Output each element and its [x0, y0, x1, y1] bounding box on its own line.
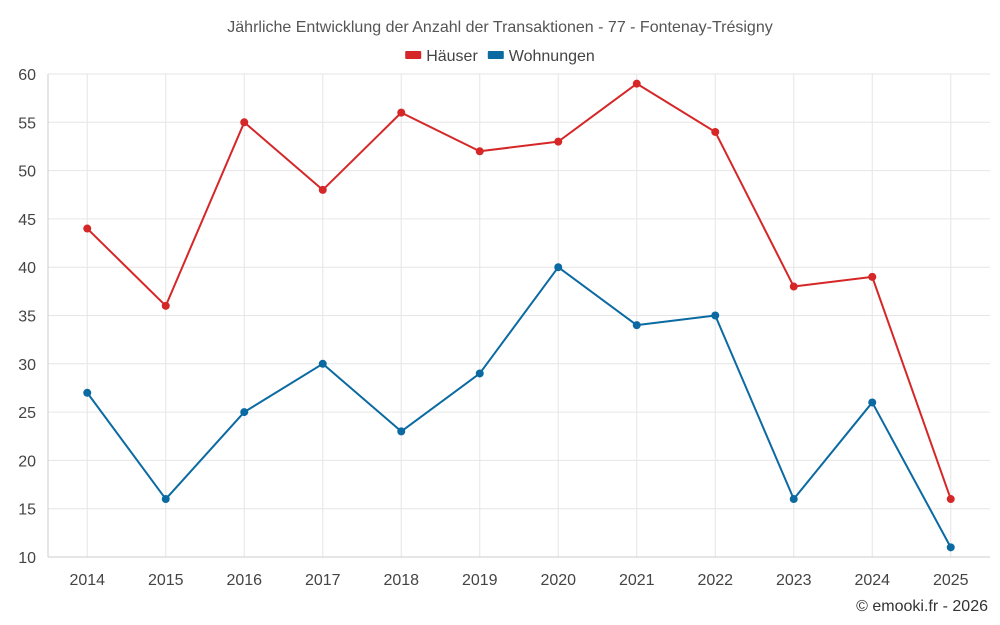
x-tick-label: 2018	[383, 572, 419, 589]
data-point[interactable]	[161, 495, 170, 504]
data-point[interactable]	[161, 301, 170, 310]
x-tick-label: 2017	[305, 572, 341, 589]
x-tick-label: 2015	[148, 572, 184, 589]
y-tick-label: 55	[18, 115, 36, 132]
data-point[interactable]	[397, 427, 406, 436]
legend-label: Häuser	[426, 48, 478, 65]
legend-label: Wohnungen	[509, 48, 595, 65]
data-point[interactable]	[475, 147, 484, 156]
data-point[interactable]	[711, 311, 720, 320]
y-tick-label: 10	[18, 550, 36, 567]
data-point[interactable]	[868, 398, 877, 407]
series-line	[86, 82, 952, 500]
y-tick-label: 25	[18, 405, 36, 422]
credit-text: © emooki.fr - 2026	[856, 598, 988, 615]
series-line	[86, 266, 952, 548]
data-point[interactable]	[632, 79, 641, 88]
data-point[interactable]	[318, 185, 327, 194]
data-point[interactable]	[554, 137, 563, 146]
y-tick-label: 20	[18, 453, 36, 470]
x-tick-label: 2019	[462, 572, 498, 589]
data-point[interactable]	[946, 543, 955, 552]
legend-swatch	[405, 51, 422, 59]
x-tick-label: 2014	[69, 572, 105, 589]
data-point[interactable]	[711, 127, 720, 136]
y-tick-label: 40	[18, 260, 36, 277]
data-point[interactable]	[789, 495, 798, 504]
x-tick-label: 2021	[619, 572, 655, 589]
x-tick-label: 2022	[697, 572, 733, 589]
data-point[interactable]	[83, 388, 92, 397]
y-tick-label: 50	[18, 164, 36, 181]
x-tick-label: 2020	[540, 572, 576, 589]
x-tick-label: 2024	[854, 572, 890, 589]
grid	[48, 73, 990, 558]
y-tick-label: 45	[18, 212, 36, 229]
data-point[interactable]	[946, 495, 955, 504]
x-tick-label: 2023	[776, 572, 812, 589]
series-1	[83, 263, 955, 552]
x-tick-label: 2016	[226, 572, 262, 589]
y-tick-label: 60	[18, 67, 36, 84]
x-tick-label: 2025	[933, 572, 969, 589]
data-point[interactable]	[240, 118, 249, 127]
data-point[interactable]	[83, 224, 92, 233]
data-point[interactable]	[475, 369, 484, 378]
data-point[interactable]	[554, 263, 563, 272]
data-point[interactable]	[632, 321, 641, 330]
data-point[interactable]	[397, 108, 406, 117]
series-0	[83, 79, 955, 504]
legend-swatch	[487, 51, 504, 59]
legend-item[interactable]: Häuser	[405, 48, 478, 65]
y-tick-label: 30	[18, 357, 36, 374]
series	[83, 79, 955, 552]
y-tick-label: 15	[18, 502, 36, 519]
data-point[interactable]	[868, 272, 877, 281]
data-point[interactable]	[318, 359, 327, 368]
chart-title: Jährliche Entwicklung der Anzahl der Tra…	[227, 19, 772, 36]
data-point[interactable]	[240, 408, 249, 417]
data-point[interactable]	[789, 282, 798, 291]
legend: Häuser Wohnungen	[405, 48, 595, 65]
legend-item[interactable]: Wohnungen	[487, 48, 595, 65]
y-tick-label: 35	[18, 309, 36, 326]
